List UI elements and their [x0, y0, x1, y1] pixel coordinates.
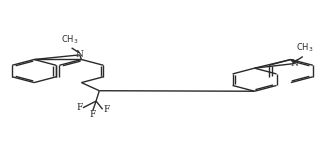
Text: CH$_3$: CH$_3$: [296, 42, 313, 54]
Text: F: F: [104, 105, 110, 114]
Text: N: N: [76, 50, 84, 59]
Text: F: F: [76, 103, 82, 112]
Text: F: F: [90, 110, 96, 119]
Text: CH$_3$: CH$_3$: [61, 33, 79, 46]
Text: N: N: [291, 59, 299, 68]
